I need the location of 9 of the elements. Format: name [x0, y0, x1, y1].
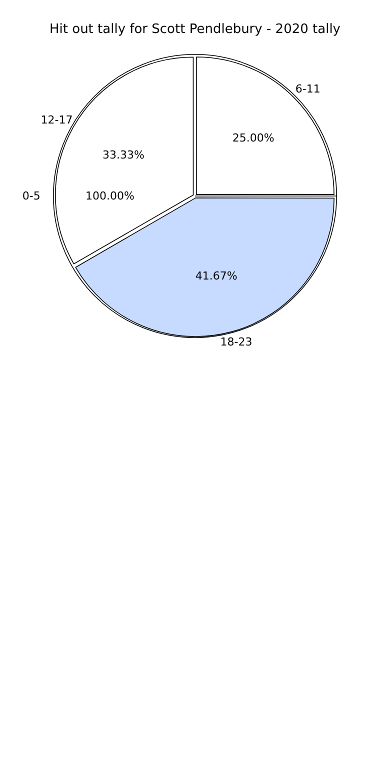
data-label: 33.33% [102, 148, 144, 162]
data-label: 25.00% [232, 131, 274, 144]
slice-label: 0-5 [22, 190, 40, 202]
chart-title: Hit out tally for Scott Pendlebury - 2020 tally [48, 22, 342, 37]
slice-label: 18-23 [220, 336, 252, 349]
slice-label: 6-11 [295, 82, 320, 96]
data-label: 100.00% [86, 190, 135, 202]
data-label: 41.67% [195, 269, 238, 282]
slice-label: 12-17 [40, 114, 73, 127]
